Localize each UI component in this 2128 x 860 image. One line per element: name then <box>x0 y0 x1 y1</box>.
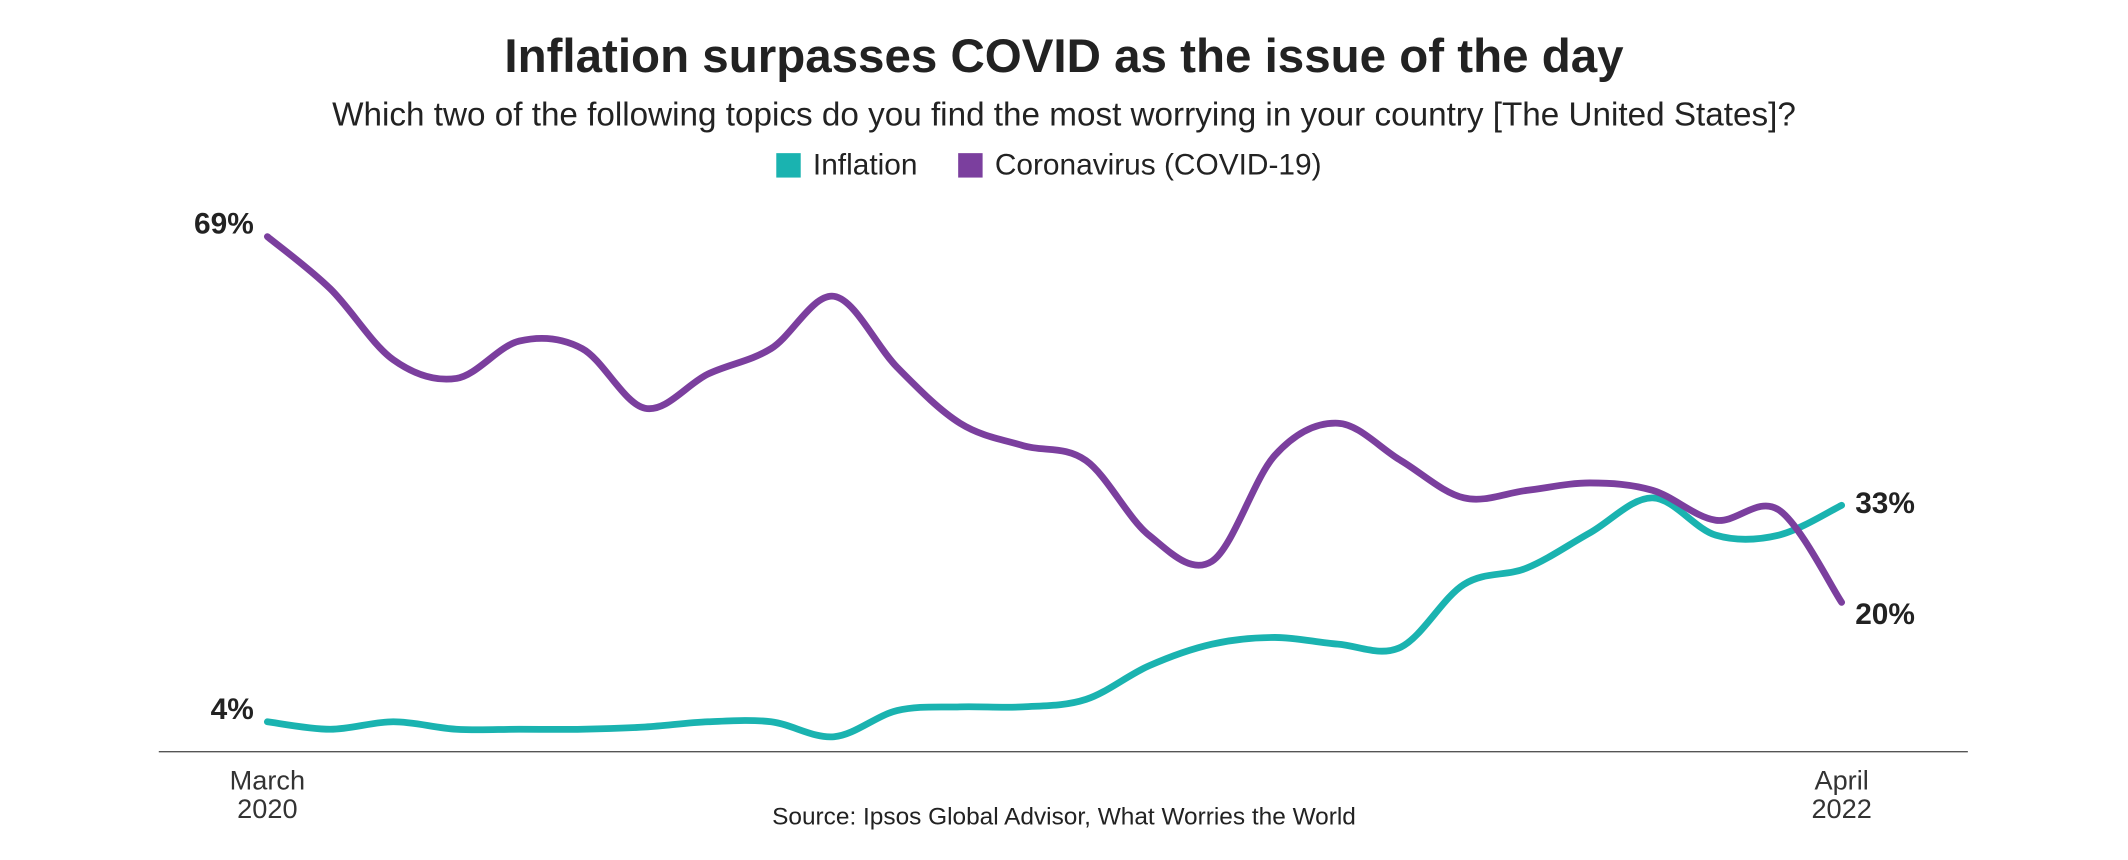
value-label: 69% <box>194 208 254 241</box>
legend: Inflation Coronavirus (COVID-19) <box>776 149 1322 182</box>
series-line <box>263 233 1846 606</box>
source-note: Source: Ipsos Global Advisor, What Worri… <box>772 804 1356 831</box>
chart-title: Inflation surpasses COVID as the issue o… <box>504 30 1624 83</box>
x-tick-label-box: April 2022 <box>1811 767 1872 825</box>
x-tick-label: March 2020 <box>229 767 306 825</box>
legend-label: Inflation <box>813 149 918 182</box>
x-tick-label-box: March 2020 <box>229 767 306 825</box>
series-line <box>263 494 1846 741</box>
legend-label: Coronavirus (COVID-19) <box>995 149 1322 182</box>
value-label: 4% <box>211 693 254 726</box>
value-label: 33% <box>1855 487 1915 520</box>
x-tick-label: April 2022 <box>1811 767 1872 825</box>
legend-swatch <box>776 153 801 178</box>
value-label: 20% <box>1855 598 1915 631</box>
chart-subtitle: Which two of the following topics do you… <box>332 96 1796 133</box>
legend-swatch <box>958 153 983 178</box>
